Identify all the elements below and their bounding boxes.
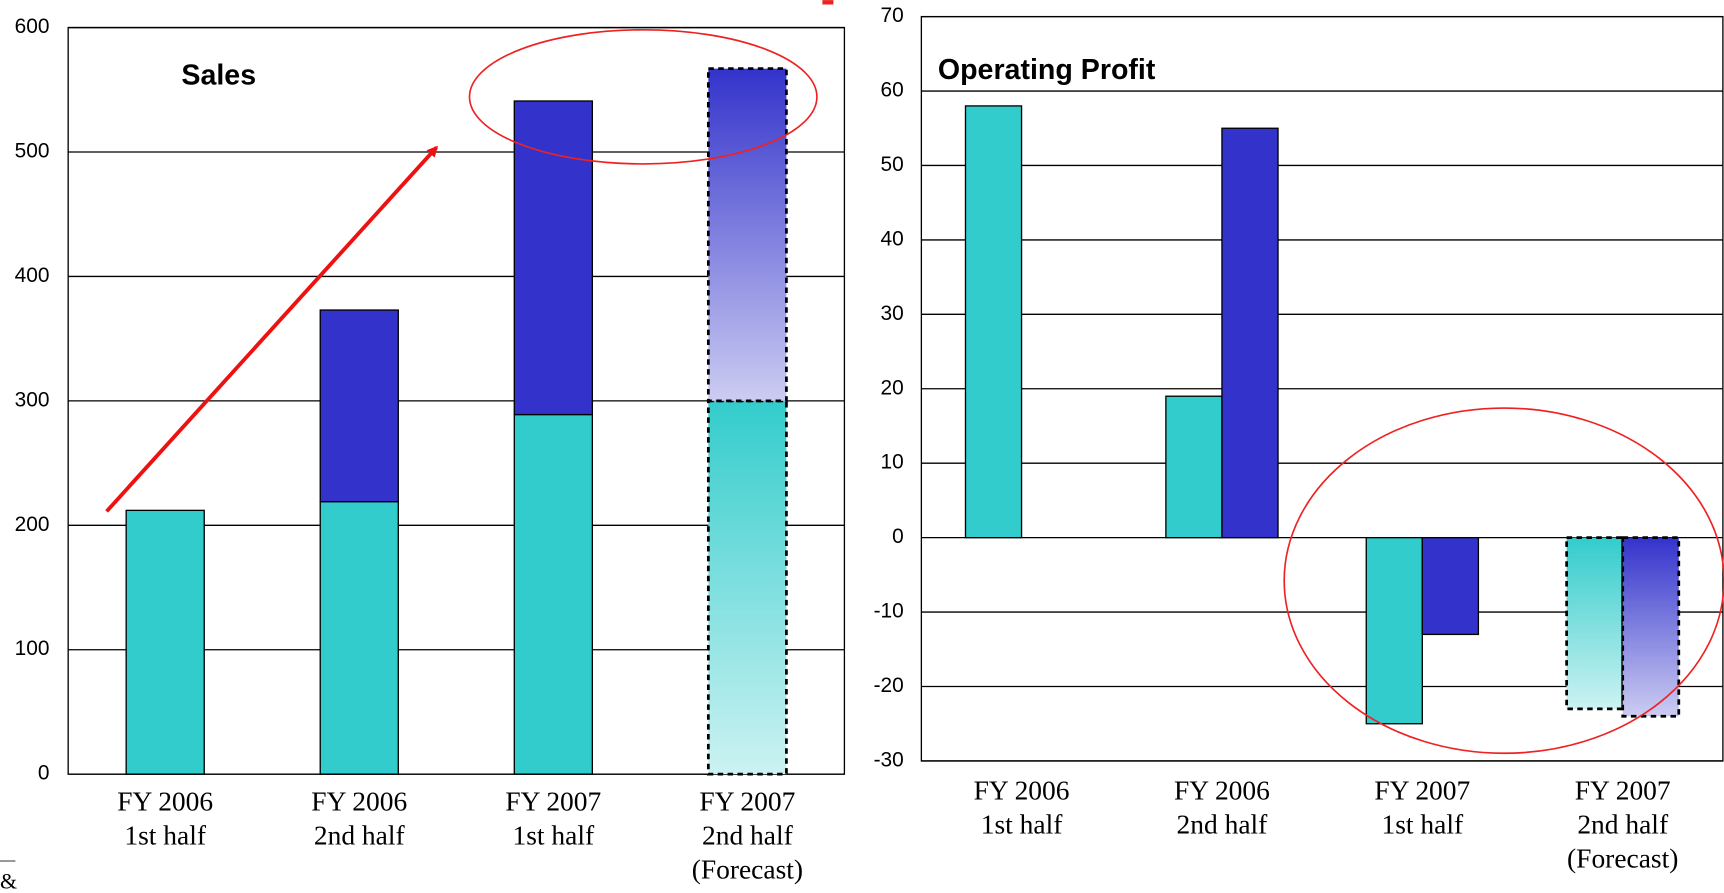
bar [964,105,1023,539]
bar [125,509,205,775]
x-tick-label: FY 2007 2nd half (Forecast) [692,786,803,884]
y-tick-label: 50 [881,153,904,176]
bar [1165,395,1223,539]
bar [1365,536,1423,725]
x-tick-label: FY 2006 2nd half [1174,775,1270,839]
x-tick-label: FY 2006 2nd half [311,786,407,850]
y-tick-label: 70 [881,4,904,27]
fragment [822,0,834,5]
y-tick-label: 500 [15,140,50,163]
y-tick-label: 10 [881,451,904,474]
y-tick-label: 600 [15,15,50,38]
bar [706,67,788,403]
highlight-ellipse [1283,407,1724,755]
bar [1621,536,1681,718]
bar [513,413,594,775]
x-tick-label: FY 2007 2nd half (Forecast) [1567,775,1678,873]
bar [319,309,399,503]
chart-title: Operating Profit [938,54,1156,86]
y-tick-label: -20 [874,674,904,697]
y-tick-label: 200 [15,513,50,536]
y-tick-label: 300 [15,388,50,411]
x-tick-label: FY 2007 1st half [505,786,601,850]
y-tick-label: 30 [881,302,904,325]
y-tick-label: 100 [15,637,50,660]
x-tick-label: FY 2006 1st half [974,775,1070,839]
bar [706,399,788,776]
bar [1565,536,1625,711]
x-tick-label: FY 2007 1st half [1374,775,1470,839]
x-tick-label: FY 2006 1st half [117,786,213,850]
bar [1421,536,1480,636]
footer-fragment: & [0,868,17,893]
y-tick-label: -10 [874,600,904,623]
y-tick-label: 0 [892,525,904,548]
y-tick-label: 60 [881,79,904,102]
y-tick-label: 40 [881,227,904,250]
y-tick-label: -30 [874,748,904,771]
chart-title: Sales [181,60,256,92]
y-tick-label: 0 [38,762,50,785]
bar [1221,127,1279,539]
trend-arrow [105,145,438,513]
highlight-ellipse [468,28,818,165]
y-tick-label: 400 [15,264,50,287]
bar [319,500,399,775]
y-tick-label: 20 [881,376,904,399]
bar [513,100,594,416]
